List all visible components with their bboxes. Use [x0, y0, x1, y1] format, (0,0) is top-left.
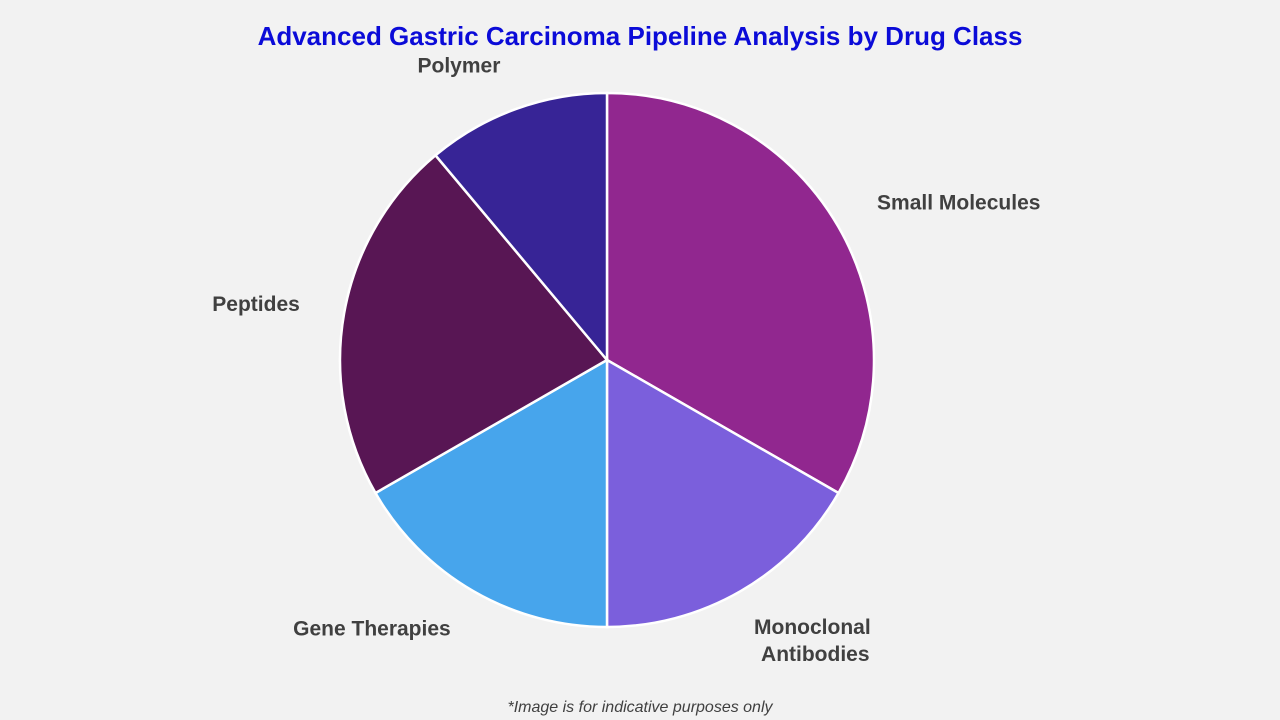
slice-label: Gene Therapies: [293, 618, 451, 641]
pie-slice: [605, 91, 876, 495]
slice-label: Polymer: [418, 54, 501, 77]
pie-slice: [338, 153, 609, 495]
chart-title: Advanced Gastric Carcinoma Pipeline Anal…: [258, 21, 1023, 51]
slice-label: Small Molecules: [877, 191, 1040, 214]
slice-label: Monoclonal Antibodies: [754, 615, 877, 665]
footnote: *Image is for indicative purposes only: [507, 699, 773, 716]
slice-label: Peptides: [212, 293, 300, 316]
pie-slice: [605, 357, 841, 629]
pie-slice: [373, 357, 609, 629]
pie-slice: [433, 91, 609, 364]
